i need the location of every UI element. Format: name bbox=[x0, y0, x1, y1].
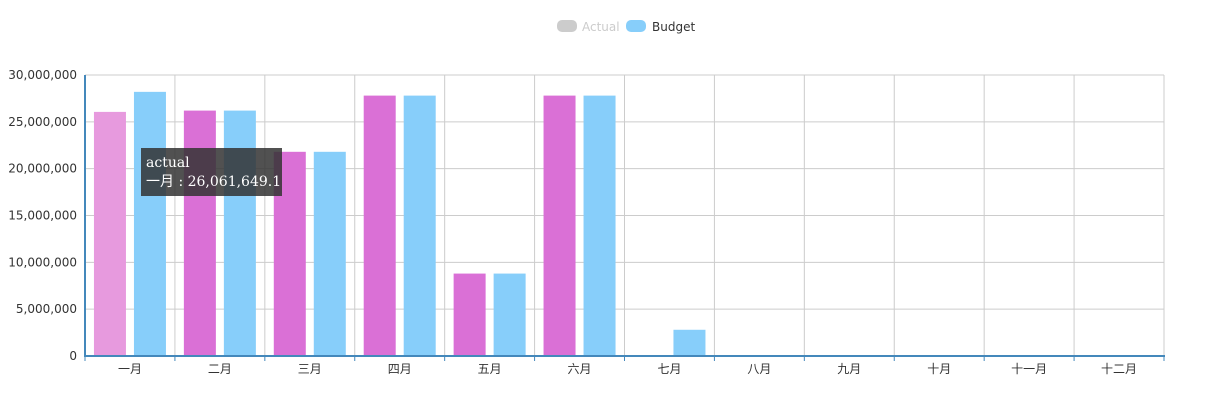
x-tick-label: 十二月 bbox=[1101, 362, 1137, 376]
x-tick-label: 五月 bbox=[478, 362, 502, 376]
bar-actual-6[interactable] bbox=[543, 95, 576, 357]
x-tick-label: 九月 bbox=[837, 362, 861, 376]
grid bbox=[85, 74, 1165, 356]
x-tick-label: 六月 bbox=[568, 362, 592, 376]
x-tick-label: 八月 bbox=[747, 362, 771, 376]
y-tick-label: 30,000,000 bbox=[8, 68, 77, 82]
bar-budget-6[interactable] bbox=[583, 95, 616, 357]
y-tick-label: 15,000,000 bbox=[8, 209, 77, 223]
legend-swatch bbox=[626, 20, 646, 32]
y-tick-label: 10,000,000 bbox=[8, 255, 77, 269]
bar-budget-5[interactable] bbox=[493, 273, 526, 356]
x-tick-label: 一月 bbox=[118, 362, 142, 376]
legend-item-actual[interactable]: Actual bbox=[557, 20, 620, 34]
x-tick-label: 十月 bbox=[927, 362, 951, 376]
y-tick-label: 25,000,000 bbox=[8, 115, 77, 129]
legend-label: Actual bbox=[582, 20, 620, 34]
x-tick-label: 二月 bbox=[208, 362, 232, 376]
bar-actual-5[interactable] bbox=[453, 273, 486, 356]
x-tick-label: 三月 bbox=[298, 362, 322, 376]
bar-budget-3[interactable] bbox=[313, 151, 346, 356]
bars bbox=[93, 91, 706, 357]
axes bbox=[84, 75, 1165, 361]
bar-budget-4[interactable] bbox=[403, 95, 436, 357]
bar-budget-1[interactable] bbox=[133, 91, 166, 357]
y-axis-ticks: 0 5,000,000 10,000,000 15,000,000 20,000,000… bbox=[8, 68, 77, 363]
y-tick-label: 20,000,000 bbox=[8, 162, 77, 176]
x-axis-ticks: 一月 二月 三月 四月 五月 六月 七月 八月 九月 十月 十一月 十二月 bbox=[118, 362, 1137, 376]
tooltip: actual 一月 : 26,061,649.1 bbox=[141, 148, 282, 196]
tooltip-title: actual bbox=[146, 155, 190, 171]
x-tick-label: 四月 bbox=[388, 362, 412, 376]
legend-item-budget[interactable]: Budget bbox=[626, 20, 695, 34]
x-tick-label: 十一月 bbox=[1011, 362, 1047, 376]
y-tick-label: 0 bbox=[69, 349, 77, 363]
bar-actual-4[interactable] bbox=[363, 95, 396, 357]
legend-swatch bbox=[557, 20, 577, 32]
y-tick-label: 5,000,000 bbox=[16, 302, 77, 316]
legend-label: Budget bbox=[652, 20, 695, 34]
x-tick-label: 七月 bbox=[657, 362, 681, 376]
bar-budget-7[interactable] bbox=[673, 329, 706, 356]
legend: Actual Budget bbox=[557, 20, 695, 34]
tooltip-value: 一月 : 26,061,649.1 bbox=[146, 174, 282, 190]
bar-actual-1[interactable] bbox=[93, 111, 126, 356]
